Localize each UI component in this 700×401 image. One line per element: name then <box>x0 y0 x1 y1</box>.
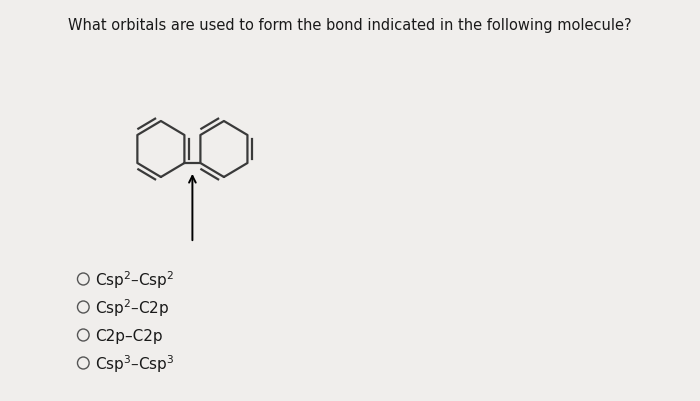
Text: C2p–C2p: C2p–C2p <box>95 328 162 342</box>
Text: Csp$^3$–Csp$^3$: Csp$^3$–Csp$^3$ <box>95 352 174 374</box>
Text: Csp$^2$–C2p: Csp$^2$–C2p <box>95 296 169 318</box>
Text: What orbitals are used to form the bond indicated in the following molecule?: What orbitals are used to form the bond … <box>68 18 632 33</box>
Text: Csp$^2$–Csp$^2$: Csp$^2$–Csp$^2$ <box>95 269 174 290</box>
